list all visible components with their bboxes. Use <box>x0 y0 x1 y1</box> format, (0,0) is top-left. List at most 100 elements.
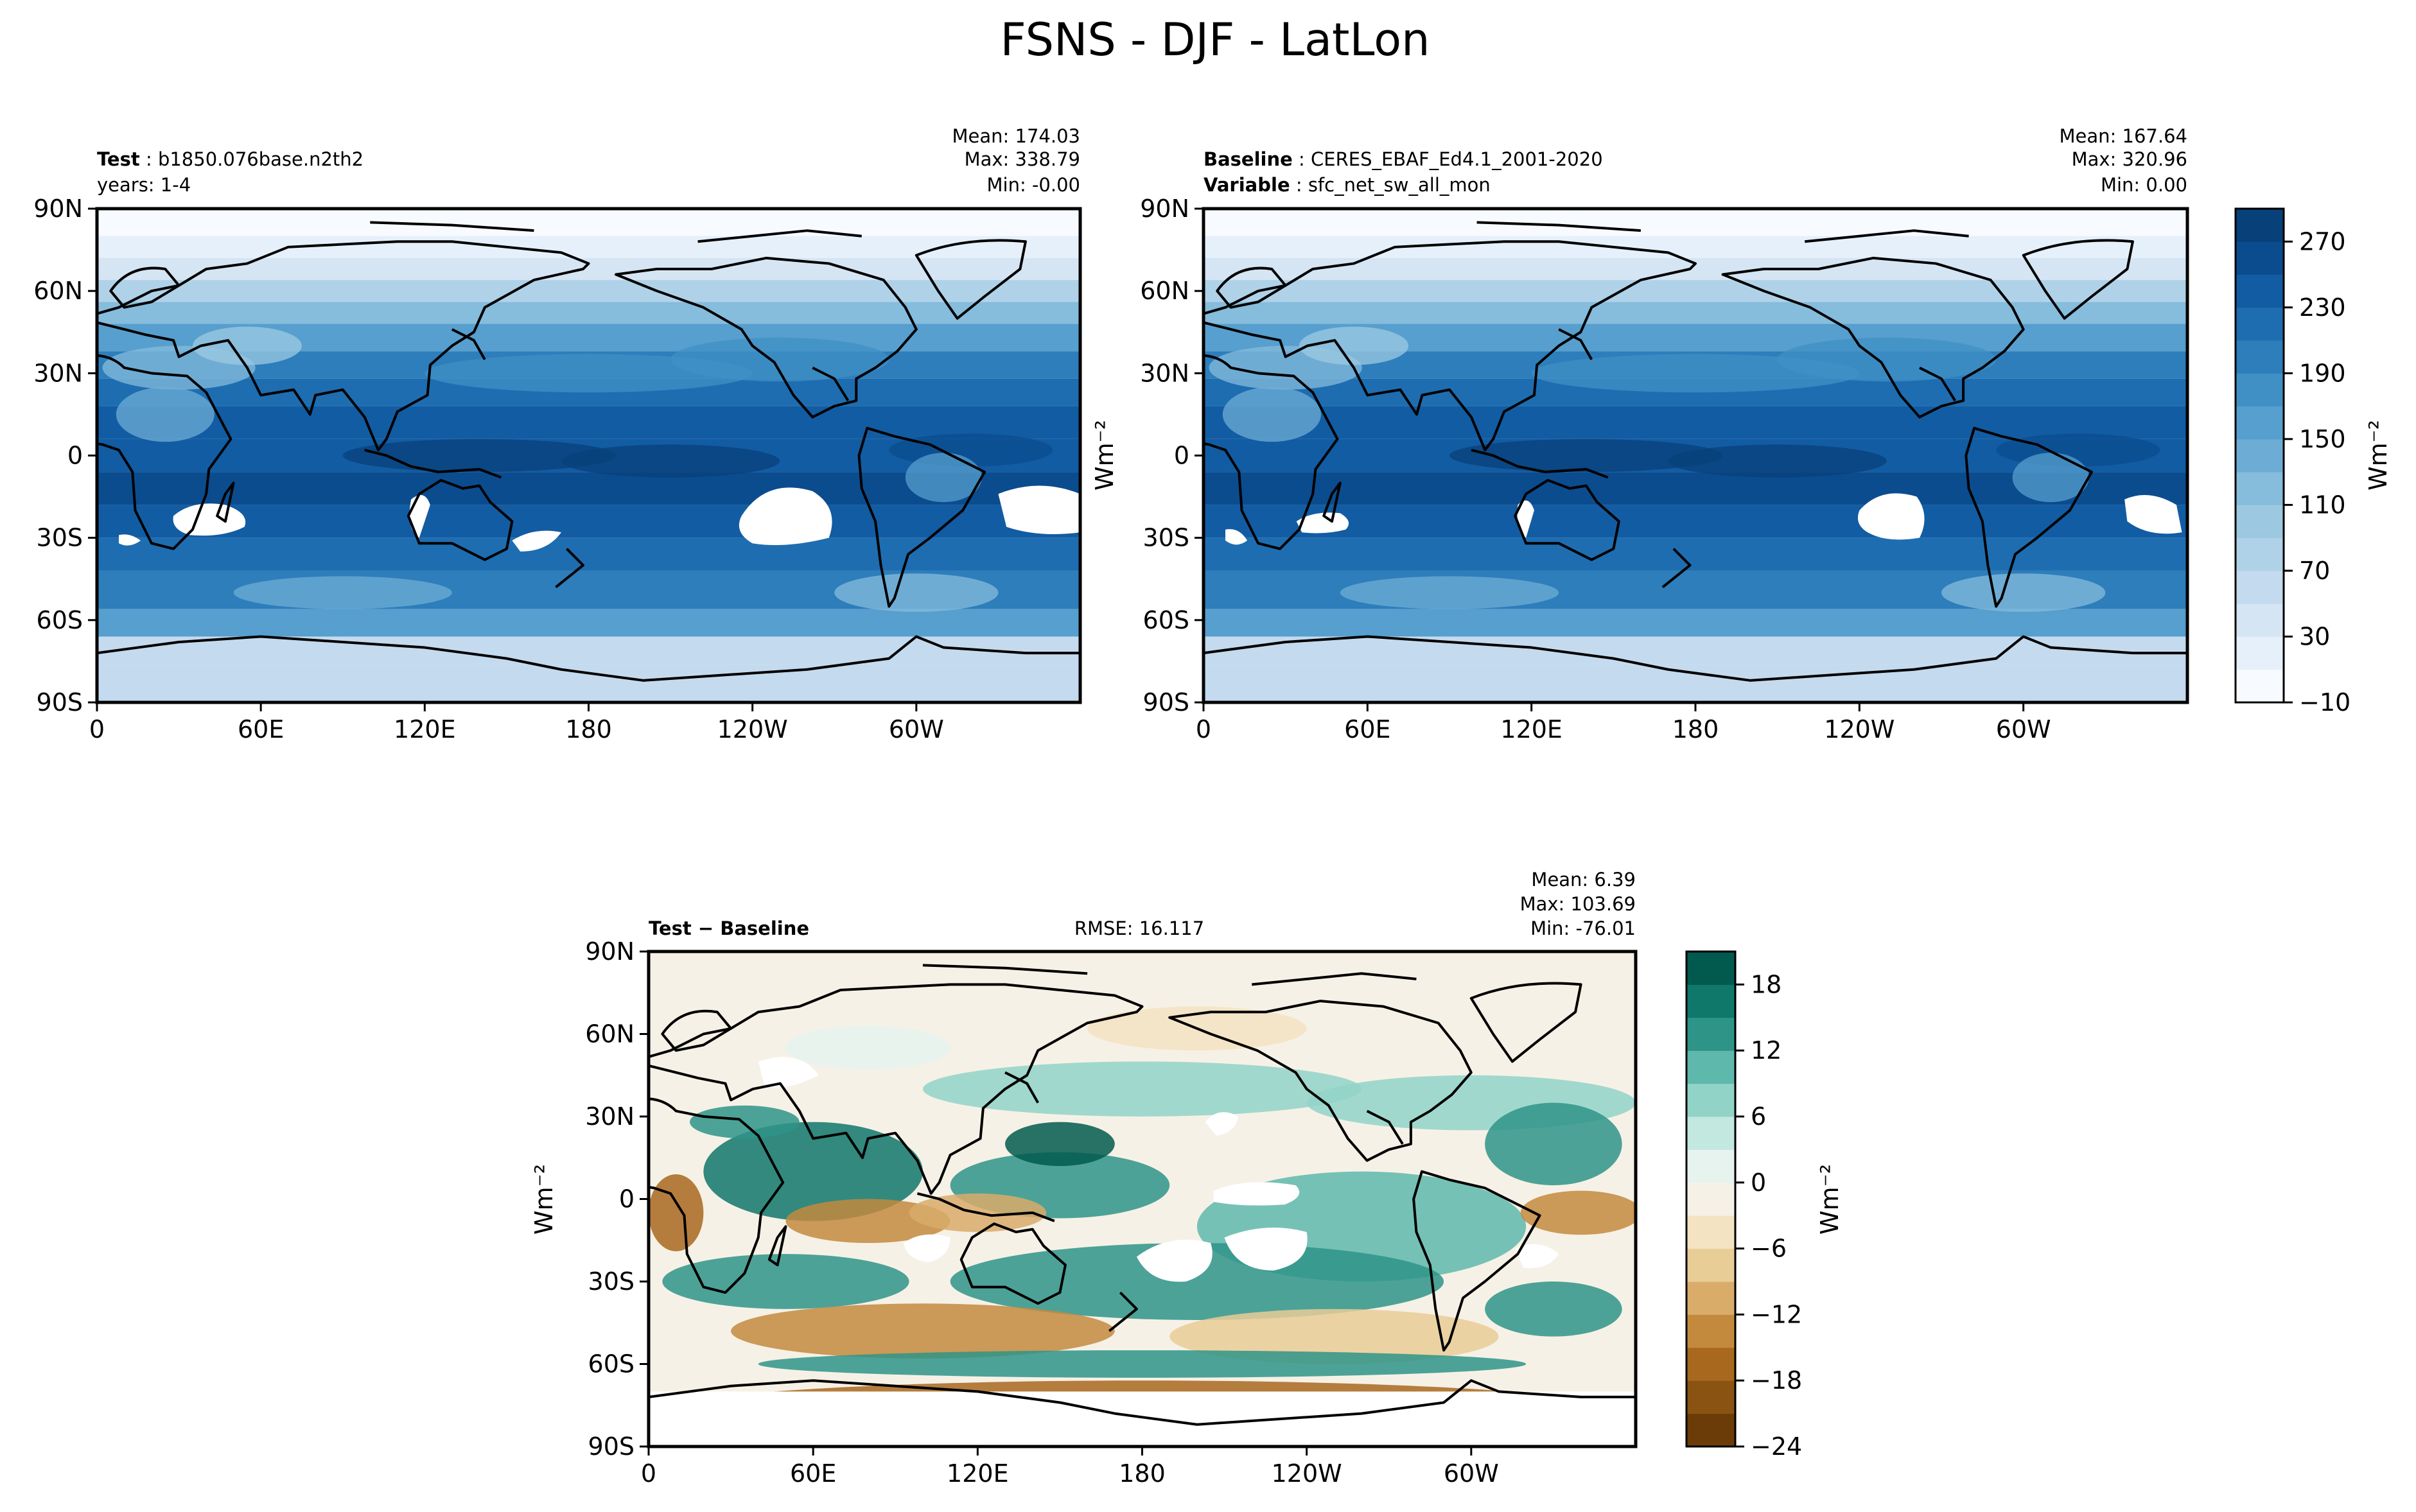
diff-coastlines <box>621 965 1636 1424</box>
diff-panel: Test − Baseline RMSE: 16.117 Mean: 6.39 … <box>530 869 1638 1488</box>
baseline-hole-pacific-east <box>1857 493 1925 540</box>
colorbar-swatch <box>2236 636 2284 670</box>
colorbar-tick-label: −6 <box>1751 1235 1787 1263</box>
coastline-segment <box>1169 1001 1471 1160</box>
coastline-segment <box>662 1011 731 1050</box>
lon-tick-label: 60E <box>238 715 284 743</box>
field-patch <box>425 354 753 393</box>
diff-title: Test − Baseline <box>649 917 809 939</box>
lat-tick-label: 90S <box>1143 688 1189 717</box>
colorbar-swatch <box>2236 406 2284 440</box>
test-coastlines <box>69 222 1080 680</box>
field-band <box>1204 664 2187 702</box>
coastline-segment <box>812 368 848 401</box>
diff-colorbar-swatches <box>1686 952 1735 1447</box>
field-patch <box>1340 576 1559 609</box>
lon-tick-label: 60E <box>1344 715 1390 743</box>
test-lat-axis: 90N 60N 30N 0 30S 60S 90S <box>33 195 97 717</box>
coastline-segment <box>80 241 588 450</box>
field-patch <box>2012 453 2089 503</box>
colorbar-swatch <box>1686 1149 1735 1183</box>
colorbar-swatch <box>2236 570 2284 604</box>
coastline-segment <box>1176 356 1337 549</box>
diff-hole-atlantic <box>1515 1244 1559 1269</box>
diff-lat-axis: 90N 60N 30N 0 30S 60S 90S <box>585 937 649 1461</box>
field-band <box>1204 209 2187 236</box>
field-patch <box>192 326 302 365</box>
field-patch <box>1299 326 1409 365</box>
colorbar-tick-label: −10 <box>2299 688 2350 717</box>
colorbar-swatch <box>1686 952 1735 985</box>
coastline-segment <box>1324 483 1340 521</box>
lat-tick-label: 0 <box>67 442 83 470</box>
field-band <box>1204 236 2187 258</box>
diff-patch <box>950 1243 1444 1320</box>
coastline-segment <box>2024 240 2133 318</box>
blues-colorbar-frame <box>2234 207 2285 704</box>
colorbar-swatch <box>1686 1413 1735 1447</box>
field-band <box>1204 537 2187 571</box>
diff-patch <box>649 1174 704 1251</box>
lat-tick-label: 90S <box>37 688 83 717</box>
lat-tick-label: 0 <box>619 1185 635 1213</box>
lon-tick-label: 120E <box>947 1459 1009 1488</box>
colorbar-tick-label: 30 <box>2299 622 2330 650</box>
colorbar-swatch <box>1686 984 1735 1018</box>
diff-patch <box>662 1254 909 1309</box>
baseline-field <box>1204 209 2187 702</box>
field-band <box>1204 609 2187 637</box>
lat-tick-label: 90N <box>33 195 83 223</box>
coastline-segment <box>1471 983 1581 1061</box>
field-band <box>97 280 1080 302</box>
colorbar-swatch <box>2236 505 2284 539</box>
diff-units-left: Wm⁻² <box>530 1164 558 1235</box>
colorbar-swatch <box>1686 1050 1735 1084</box>
coastline-segment <box>556 549 583 587</box>
baseline-variable-value: sfc_net_sw_all_mon <box>1308 174 1491 196</box>
coastline-segment <box>649 1380 1636 1425</box>
coastline-segment <box>923 965 1416 984</box>
colorbar-swatch <box>1686 1314 1735 1348</box>
coastline-segment <box>365 450 502 478</box>
lon-tick-label: 60W <box>1996 715 2051 743</box>
diff-map <box>621 952 1636 1447</box>
baseline-variable: Variable : sfc_net_sw_all_mon <box>1204 174 1491 196</box>
lon-tick-label: 0 <box>89 715 105 743</box>
coastline-segment <box>1663 549 1690 587</box>
lat-tick-label: 60N <box>1140 277 1189 305</box>
test-hole-atlantic <box>998 485 1080 534</box>
coastline-segment <box>1414 1172 1539 1350</box>
colorbar-tick-label: 12 <box>1751 1036 1781 1064</box>
baseline-hole-atlantic <box>2124 495 2182 534</box>
coastline-segment <box>917 1194 1054 1221</box>
field-band <box>97 609 1080 637</box>
lon-tick-label: 180 <box>565 715 612 743</box>
coastline-segment <box>616 258 916 417</box>
diff-patch <box>731 1303 1115 1359</box>
baseline-name-value: CERES_EBAF_Ed4.1_2001-2020 <box>1311 148 1603 170</box>
test-map <box>69 209 1080 702</box>
coastline-segment <box>110 268 179 308</box>
colorbar-tick-label: 110 <box>2299 491 2346 519</box>
lat-tick-label: 60N <box>585 1020 635 1048</box>
test-name: Test : b1850.076base.n2th2 <box>97 148 363 170</box>
baseline-coastlines <box>1176 222 2187 680</box>
baseline-variable-label: Variable <box>1204 174 1290 196</box>
lon-tick-label: 60E <box>790 1459 836 1488</box>
field-band <box>97 302 1080 324</box>
diff-hole-antarctic <box>649 1391 1636 1447</box>
diff-hole-indian <box>904 1234 950 1263</box>
lon-tick-label: 0 <box>1196 715 1211 743</box>
lat-tick-label: 30N <box>585 1102 635 1131</box>
colorbar-swatch <box>1686 1215 1735 1249</box>
baseline-mean: Mean: 167.64 <box>2060 125 2187 147</box>
lon-tick-label: 180 <box>1119 1459 1166 1488</box>
diff-hole-pacific-north <box>1205 1112 1238 1136</box>
coastline-segment <box>1109 1292 1137 1331</box>
field-band <box>1204 505 2187 538</box>
field-band <box>97 406 1080 439</box>
field-patch <box>116 387 214 442</box>
baseline-holes <box>1225 493 2182 545</box>
coastline-segment <box>1515 480 1619 560</box>
diff-hole-pacific-south-1 <box>1136 1239 1212 1282</box>
